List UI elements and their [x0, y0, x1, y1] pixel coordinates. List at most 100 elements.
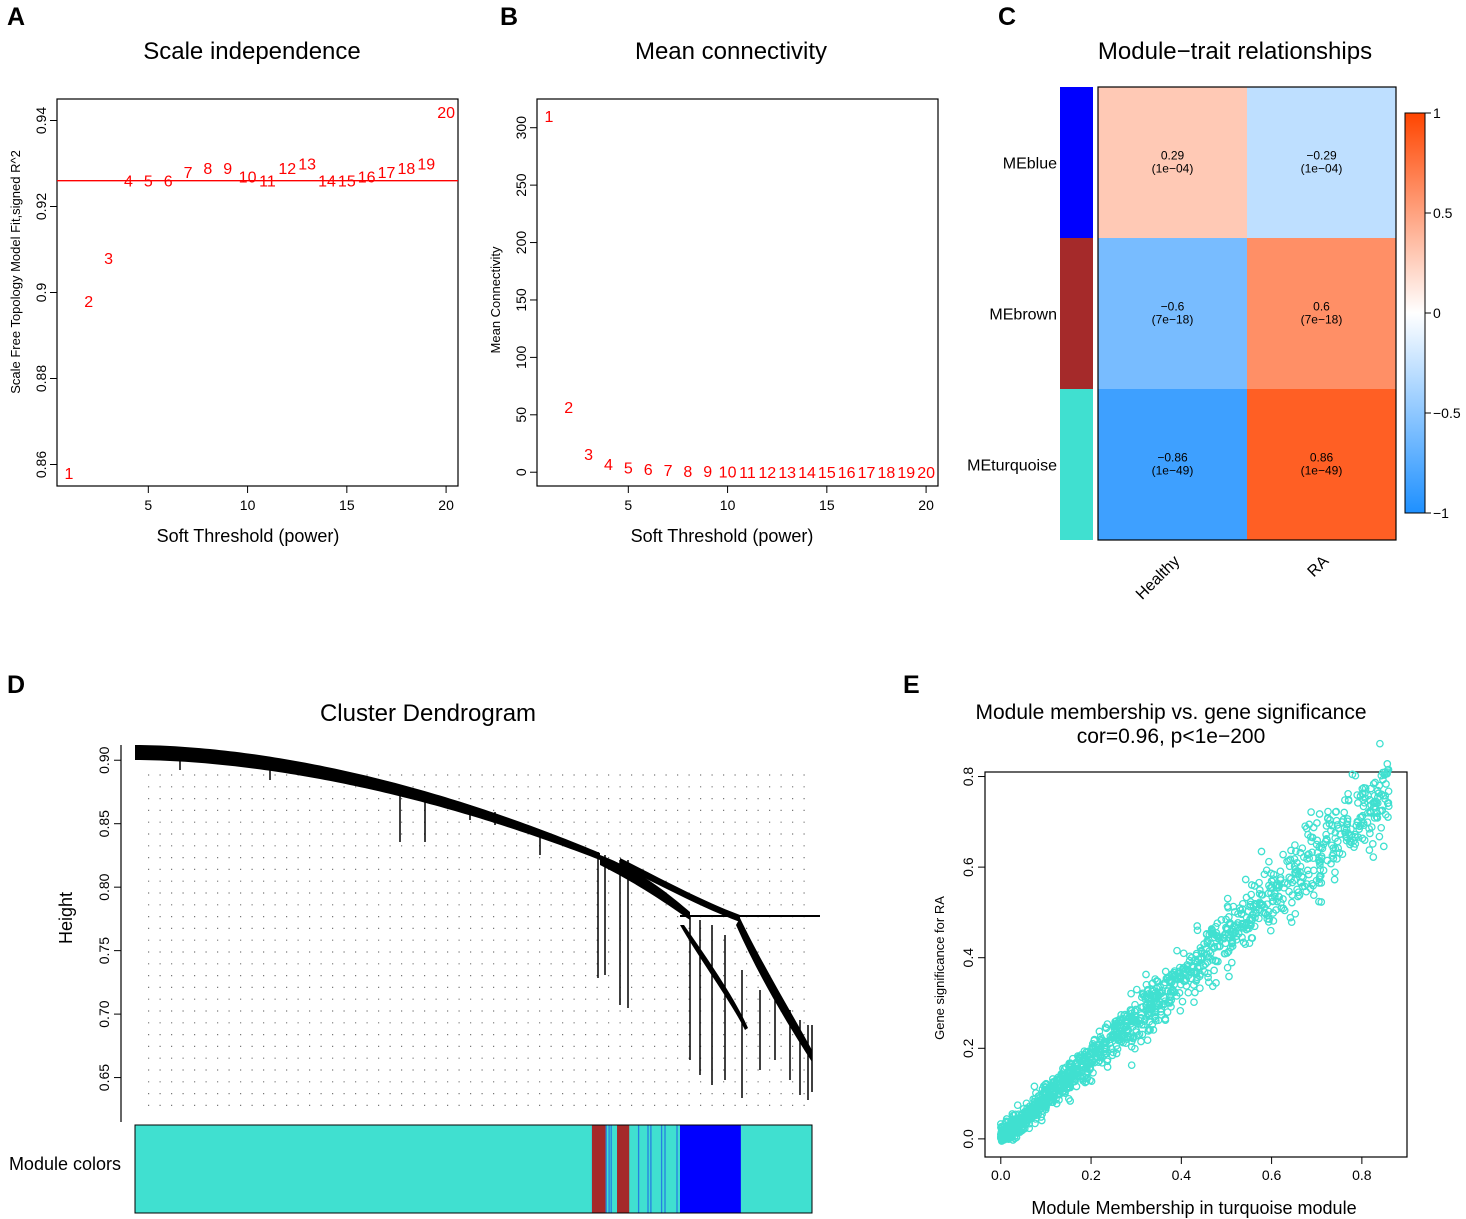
- x-tick-label-a: 15: [339, 497, 355, 513]
- power-label-b: 3: [584, 447, 593, 464]
- power-label-b: 6: [644, 462, 653, 479]
- module-color-segment: [135, 1125, 591, 1213]
- x-tick-label-e: 0.0: [991, 1167, 1011, 1183]
- power-label-a: 4: [124, 174, 133, 191]
- plot-frame-b: [536, 98, 939, 487]
- panel-letter-c: C: [998, 3, 1016, 31]
- main-branch-band: [135, 745, 600, 860]
- power-label-b: 2: [564, 400, 573, 417]
- x-tick-label-b: 15: [819, 497, 835, 513]
- y-tick-label-a: 0.86: [33, 451, 49, 478]
- power-label-b: 4: [604, 457, 613, 474]
- y-axis-label-a: Scale Free Topology Model Fit,signed R^2: [8, 150, 23, 394]
- trait-label: RA: [1305, 553, 1333, 581]
- power-label-b: 12: [758, 465, 776, 482]
- x-axis-label-e: Module Membership in turquoise module: [1031, 1198, 1356, 1218]
- power-label-b: 9: [703, 464, 712, 481]
- y-tick-label-d: 0.85: [96, 810, 112, 837]
- module-row-label: MEbrown: [989, 307, 1057, 324]
- x-tick-label-b: 10: [720, 497, 736, 513]
- power-label-a: 16: [358, 169, 376, 186]
- power-label-b: 7: [664, 463, 673, 480]
- p-value: (7e−18): [1301, 313, 1343, 327]
- module-color-segment: [617, 1125, 630, 1213]
- power-label-b: 17: [858, 465, 876, 482]
- power-label-a: 8: [203, 161, 212, 178]
- power-label-b: 10: [719, 465, 737, 482]
- y-axis-label-d: Height: [56, 892, 76, 944]
- power-label-b: 20: [917, 465, 935, 482]
- y-tick-label-b: 250: [513, 173, 529, 197]
- power-label-a: 7: [184, 165, 193, 182]
- y-tick-label-d: 0.65: [96, 1064, 112, 1091]
- power-label-a: 3: [104, 251, 113, 268]
- y-axis-label-b: Mean Connectivity: [488, 246, 503, 353]
- module-color-frame: [134, 1124, 813, 1214]
- x-tick-label-a: 10: [240, 497, 256, 513]
- y-tick-label-e: 0.2: [960, 1038, 976, 1058]
- power-label-b: 13: [778, 465, 796, 482]
- panel-letter-b: B: [500, 3, 518, 31]
- y-tick-label-e: 0.4: [960, 948, 976, 968]
- colorbar-tick-label: 0.5: [1433, 205, 1453, 221]
- p-value: (1e−49): [1301, 464, 1343, 478]
- correlation-value: 0.29: [1161, 149, 1185, 163]
- power-label-a: 9: [223, 161, 232, 178]
- y-tick-label-d: 0.70: [96, 1000, 112, 1027]
- x-tick-label-e: 0.8: [1352, 1167, 1372, 1183]
- power-label-a: 2: [84, 294, 93, 311]
- colorbar-tick-label: −0.5: [1433, 405, 1461, 421]
- correlation-value: −0.29: [1306, 149, 1337, 163]
- power-label-b: 16: [838, 465, 856, 482]
- y-tick-label-d: 0.75: [96, 937, 112, 964]
- p-value: (1e−04): [1152, 162, 1194, 176]
- module-color-segment: [740, 1125, 812, 1213]
- y-tick-label-d: 0.90: [96, 746, 112, 773]
- p-value: (1e−04): [1301, 162, 1343, 176]
- x-tick-label-b: 5: [624, 497, 632, 513]
- power-label-b: 8: [683, 464, 692, 481]
- power-label-a: 19: [417, 157, 435, 174]
- y-tick-label-b: 50: [513, 407, 529, 423]
- heatmap-cell: [1247, 238, 1396, 389]
- power-label-a: 14: [318, 174, 336, 191]
- y-tick-label-a: 0.92: [33, 193, 49, 220]
- leaf-dot-grid: [148, 774, 805, 1106]
- trait-label: Healthy: [1133, 553, 1183, 603]
- module-color-bar: [135, 1125, 812, 1213]
- power-label-a: 18: [397, 161, 415, 178]
- power-label-a: 6: [164, 174, 173, 191]
- mean-connectivity-panel: Mean connectivity 5 10 15 20 05010015020025…: [488, 38, 939, 546]
- plot-frame-a: [56, 98, 459, 487]
- y-tick-label-a: 0.9: [33, 283, 49, 303]
- heatmap-cell: [1098, 389, 1247, 540]
- x-tick-label-e: 0.4: [1172, 1167, 1192, 1183]
- x-axis-label-b: Soft Threshold (power): [631, 526, 814, 546]
- module-colors-label: Module colors: [9, 1154, 121, 1174]
- y-tick-label-b: 100: [513, 345, 529, 369]
- power-label-b: 19: [897, 465, 915, 482]
- leaf-dots: [148, 774, 805, 1106]
- membership-significance-panel: Module membership vs. gene significance …: [932, 701, 1408, 1218]
- colorbar: [1404, 112, 1426, 514]
- power-label-a: 5: [144, 174, 153, 191]
- y-tick-label-e: 0.8: [960, 767, 976, 787]
- x-tick-label-a: 5: [144, 497, 152, 513]
- module-color-swatch: [1060, 87, 1093, 238]
- power-label-b: 14: [798, 465, 816, 482]
- power-label-b: 15: [818, 465, 836, 482]
- y-tick-label-b: 300: [513, 116, 529, 140]
- power-label-a: 13: [298, 157, 316, 174]
- module-color-swatch: [1060, 238, 1093, 389]
- y-tick-label-d: 0.80: [96, 873, 112, 900]
- y-tick-label-b: 200: [513, 231, 529, 255]
- p-value: (7e−18): [1152, 313, 1194, 327]
- panel-letter-d: D: [7, 671, 25, 699]
- y-tick-label-e: 0.0: [960, 1129, 976, 1149]
- plot-frame-e: [984, 771, 1408, 1158]
- module-trait-title: Module−trait relationships: [1098, 38, 1372, 65]
- panel-letter-e: E: [903, 671, 920, 699]
- scale-independence-title: Scale independence: [143, 38, 361, 65]
- y-tick-label-b: 150: [513, 288, 529, 312]
